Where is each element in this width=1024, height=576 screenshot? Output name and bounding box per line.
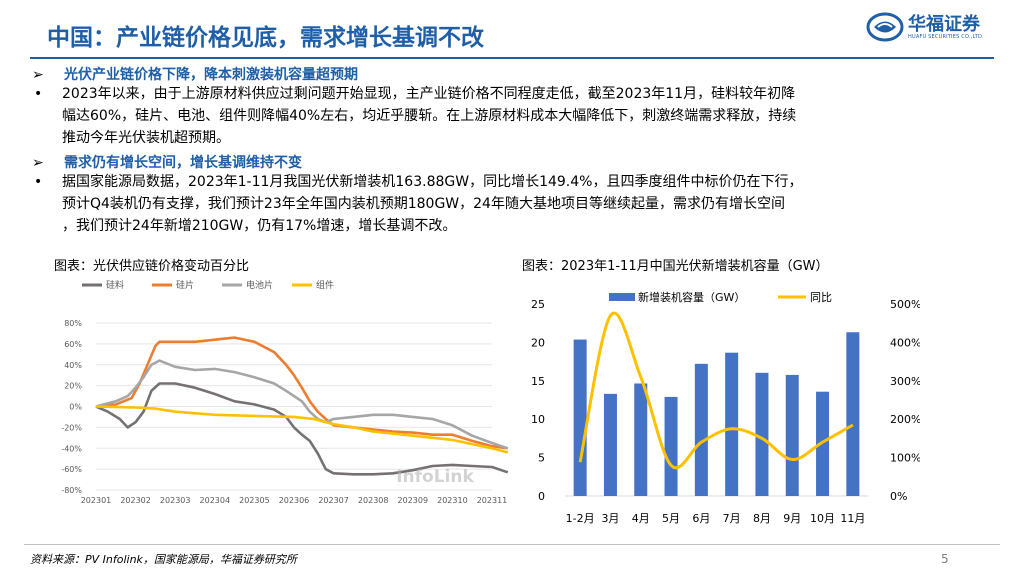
y2-tick-label: 200% — [890, 413, 920, 426]
x-tick-label: 1-2月 — [566, 512, 595, 525]
body-line: 预计Q4装机仍有支撑，我们预计23年全年国内装机预期180GW，24年随大基地项… — [62, 196, 785, 212]
x-tick-label: 202308 — [358, 496, 389, 505]
y-tick-label: -60% — [61, 465, 82, 474]
x-tick-label: 3月 — [601, 512, 619, 525]
x-tick-label: 10月 — [810, 512, 835, 525]
body-line: 幅达60%，硅片、电池、组件则降幅40%左右，均近乎腰斩。在上游原材料成本大幅降… — [62, 108, 797, 124]
bar-8月 — [755, 372, 769, 496]
legend-label: 同比 — [810, 291, 832, 304]
capacity-chart: 新增装机容量（GW） 同比 25 20 15 10 5 0 500% 400% 300% 200%… — [531, 290, 920, 525]
bar-9月 — [785, 374, 799, 496]
section-heading-1: ➢ 光伏产业链价格下降，降本刺激装机容量超预期 — [32, 67, 358, 83]
y2-tick-label: 400% — [890, 336, 920, 349]
y2-tick-label: 500% — [890, 298, 920, 311]
bar-3月 — [603, 393, 617, 496]
y-tick-label: 25 — [531, 298, 545, 311]
series-line-硅料 — [95, 382, 509, 476]
source-note: 资料来源：PV Infolink，国家能源局，华福证券研究所 — [30, 553, 297, 566]
body-line: 2023年以来，由于上游原材料供应过剩问题开始显现，主产业链价格不同程度走低，截… — [62, 86, 796, 102]
y-tick-label: 0% — [69, 403, 82, 412]
chart-title-capacity: 图表：2023年1-11月中国光伏新增装机容量（GW） — [522, 259, 829, 274]
y-tick-label: -80% — [61, 486, 82, 495]
arrow-icon: ➢ — [32, 67, 44, 83]
body-line: 据国家能源局数据，2023年1-11月我国光伏新增装机163.88GW，同比增长… — [62, 174, 803, 190]
y-tick-label: 80% — [64, 319, 82, 328]
section-body-2: • 据国家能源局数据，2023年1-11月我国光伏新增装机163.88GW，同比… — [34, 171, 803, 237]
x-tick-label: 5月 — [662, 512, 680, 525]
legend-label: 组件 — [316, 279, 334, 291]
logo-text-en: HUAFU SECURITIES CO.,LTD. — [908, 34, 984, 40]
x-tick-label: 202311 — [477, 496, 508, 505]
chart-title-price: 图表：光伏供应链价格变动百分比 — [54, 259, 250, 274]
y-tick-label: 0 — [538, 490, 545, 503]
bar-6月 — [694, 363, 708, 496]
y2-tick-label: 0% — [890, 490, 907, 503]
legend-swatch-bar — [609, 293, 635, 301]
x-tick-label: 202303 — [160, 496, 191, 505]
x-tick-label: 4月 — [632, 512, 650, 525]
x-tick-label: 202304 — [200, 496, 231, 505]
x-tick-label: 202305 — [239, 496, 270, 505]
x-tick-label: 202310 — [437, 496, 468, 505]
bullet-icon: • — [34, 86, 43, 102]
bar-11月 — [846, 332, 860, 496]
chart-watermark: InfoLink — [396, 467, 474, 487]
x-tick-label: 11月 — [840, 512, 865, 525]
x-tick-label: 9月 — [783, 512, 801, 525]
x-tick-label: 6月 — [692, 512, 710, 525]
y-tick-label: 20% — [64, 382, 82, 391]
series-line-硅片 — [95, 336, 508, 450]
y-tick-label: 15 — [531, 375, 545, 388]
x-tick-label: 7月 — [723, 512, 741, 525]
x-tick-label: 202301 — [81, 496, 112, 505]
logo-emblem-icon — [866, 12, 904, 42]
title-divider — [30, 57, 994, 59]
y-tick-label: -40% — [61, 444, 82, 453]
y-tick-label: 10 — [531, 413, 545, 426]
x-tick-label: 202302 — [120, 496, 151, 505]
y2-tick-label: 100% — [890, 452, 920, 465]
y-tick-label: -20% — [61, 423, 82, 432]
page-title: 中国：产业链价格见底，需求增长基调不改 — [47, 25, 484, 51]
bullet-icon: • — [34, 174, 43, 190]
brand-logo: 华福证券 HUAFU SECURITIES CO.,LTD. — [866, 10, 998, 44]
yoy-line — [578, 311, 854, 470]
y-tick-label: 20 — [531, 336, 545, 349]
series-line-电池片 — [95, 359, 509, 450]
arrow-icon: ➢ — [32, 155, 44, 171]
y-tick-label: 5 — [538, 452, 545, 465]
section-heading-2: ➢ 需求仍有增长空间，增长基调维持不变 — [32, 155, 302, 171]
legend-label: 电池片 — [246, 279, 273, 291]
bar-5月 — [664, 396, 678, 496]
x-tick-label: 202309 — [398, 496, 429, 505]
y2-tick-label: 300% — [890, 375, 920, 388]
x-tick-label: 8月 — [753, 512, 771, 525]
bar-4月 — [634, 383, 648, 496]
x-tick-label: 202306 — [279, 496, 310, 505]
legend-label: 硅料 — [106, 279, 124, 291]
logo-text-cn: 华福证券 — [908, 14, 980, 35]
y-tick-label: 40% — [64, 361, 82, 370]
section-body-1: • 2023年以来，由于上游原材料供应过剩问题开始显现，主产业链价格不同程度走低… — [34, 83, 797, 149]
bar-1-2月 — [573, 339, 587, 496]
legend-label: 新增装机容量（GW） — [638, 290, 745, 304]
footer-divider — [24, 544, 1000, 545]
legend-label: 硅片 — [176, 279, 194, 291]
page-number: 5 — [941, 552, 949, 566]
series-line-组件 — [95, 405, 509, 454]
price-change-chart: 80% 60% 40% 20% 0% -20% -40% -60% -80% 202301 202… — [61, 279, 509, 505]
y-tick-label: 60% — [64, 340, 82, 349]
bar-7月 — [725, 352, 739, 496]
body-line: 推动今年光伏装机超预期。 — [62, 130, 230, 146]
body-line: ，我们预计24年新增210GW，仍有17%增速，增长基调不改。 — [62, 218, 457, 234]
x-tick-label: 202307 — [318, 496, 349, 505]
